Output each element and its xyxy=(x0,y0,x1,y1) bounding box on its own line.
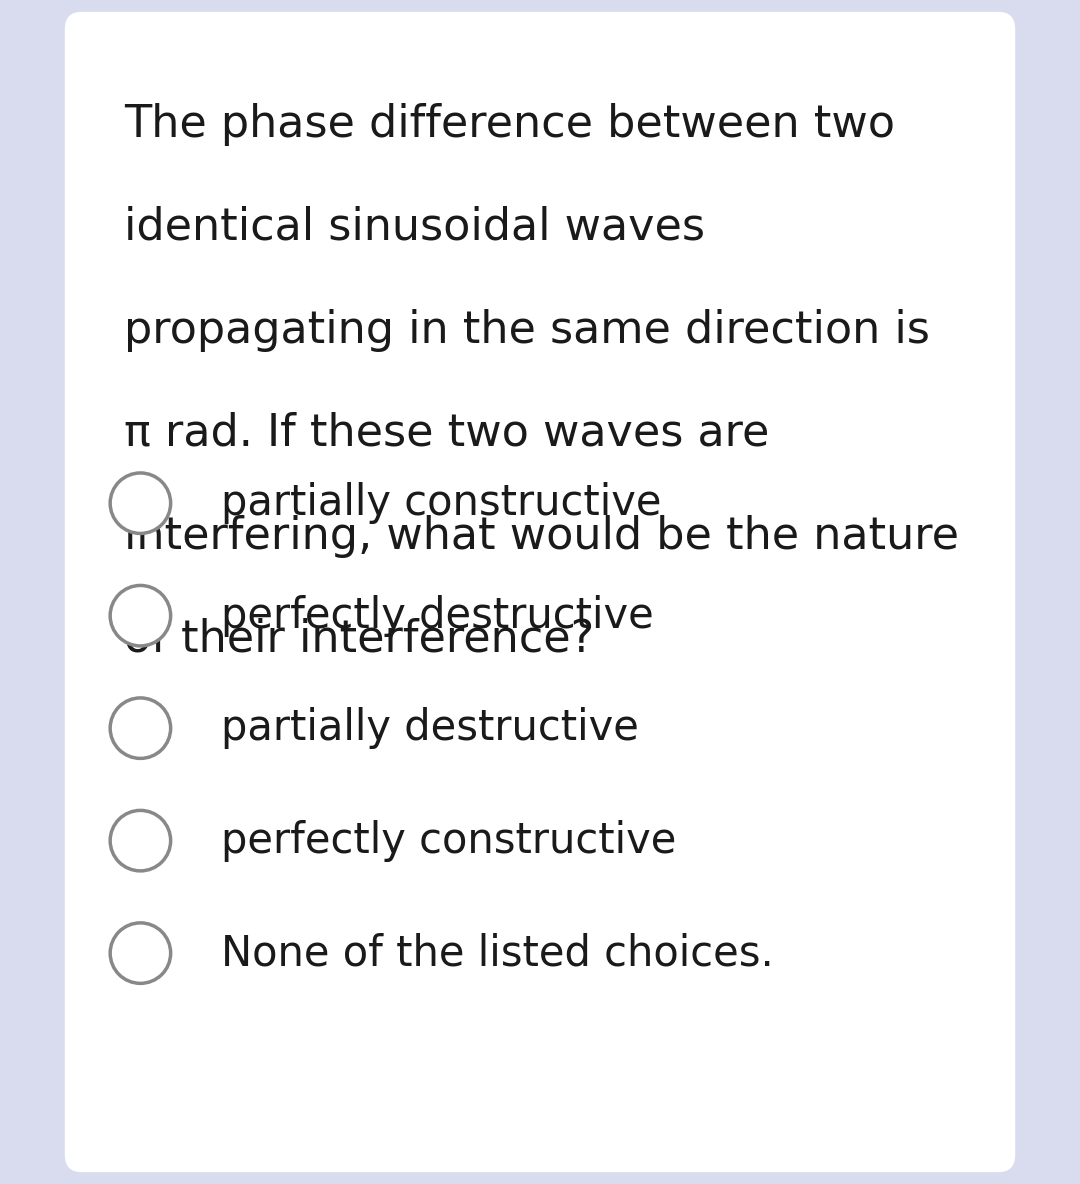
Text: perfectly constructive: perfectly constructive xyxy=(221,819,677,862)
Ellipse shape xyxy=(110,697,171,759)
Text: perfectly destructive: perfectly destructive xyxy=(221,594,654,637)
Text: π rad. If these two waves are: π rad. If these two waves are xyxy=(124,412,770,455)
Ellipse shape xyxy=(110,585,171,646)
Text: The phase difference between two: The phase difference between two xyxy=(124,103,895,146)
Text: identical sinusoidal waves: identical sinusoidal waves xyxy=(124,206,705,249)
Text: of their interference?: of their interference? xyxy=(124,618,594,661)
Text: interfering, what would be the nature: interfering, what would be the nature xyxy=(124,515,959,558)
Text: partially constructive: partially constructive xyxy=(221,482,662,525)
Text: propagating in the same direction is: propagating in the same direction is xyxy=(124,309,930,352)
Ellipse shape xyxy=(110,472,171,534)
Text: partially destructive: partially destructive xyxy=(221,707,639,749)
Ellipse shape xyxy=(110,810,171,871)
Ellipse shape xyxy=(110,922,171,984)
Text: None of the listed choices.: None of the listed choices. xyxy=(221,932,774,974)
FancyBboxPatch shape xyxy=(65,12,1015,1172)
